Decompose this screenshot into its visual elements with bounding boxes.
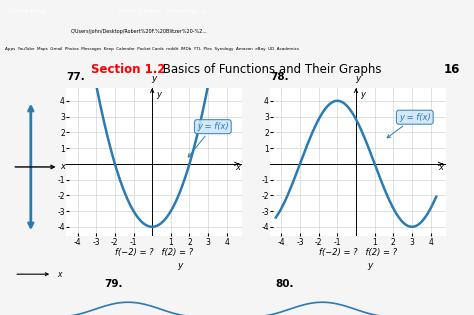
Text: Section 1.2: Section 1.2 xyxy=(91,63,165,76)
Text: 77.: 77. xyxy=(66,72,85,82)
Text: 80.: 80. xyxy=(275,279,293,289)
Text: x: x xyxy=(235,163,240,172)
Text: y: y xyxy=(151,74,157,83)
Text: x: x xyxy=(57,270,61,279)
Text: x: x xyxy=(60,163,65,171)
Text: 79.: 79. xyxy=(104,279,123,289)
Text: y: y xyxy=(156,90,161,99)
Text: y: y xyxy=(177,261,183,270)
Text: Basics of Functions and Their Graphs: Basics of Functions and Their Graphs xyxy=(159,63,382,76)
Text: y = f(x): y = f(x) xyxy=(387,113,431,138)
Text: C/Users/john/Desktop/Robert%20F.%20Blitzer%20-%2...: C/Users/john/Desktop/Robert%20F.%20Blitz… xyxy=(71,29,208,34)
Text: y: y xyxy=(367,261,373,270)
Text: Apps  YouTube  Maps  Gmail  Photos  Messages  Keep  Calendar  Pocket Cards  redd: Apps YouTube Maps Gmail Photos Messages … xyxy=(5,47,299,51)
Text: f(−2) = ?   f(2) = ?: f(−2) = ? f(2) = ? xyxy=(115,248,193,257)
Text: y: y xyxy=(360,90,365,99)
Text: y = f(x): y = f(x) xyxy=(188,122,229,157)
Text: 78.: 78. xyxy=(270,72,289,82)
Text: x: x xyxy=(439,163,444,172)
Text: f(−2) = ?   f(2) = ?: f(−2) = ? f(2) = ? xyxy=(319,248,397,257)
Text: Control Panel: Control Panel xyxy=(9,9,46,14)
Text: Robert F. Blitzer - Precalculus  ×: Robert F. Blitzer - Precalculus × xyxy=(118,9,206,14)
Text: y: y xyxy=(355,74,361,83)
Text: 16: 16 xyxy=(443,63,460,76)
